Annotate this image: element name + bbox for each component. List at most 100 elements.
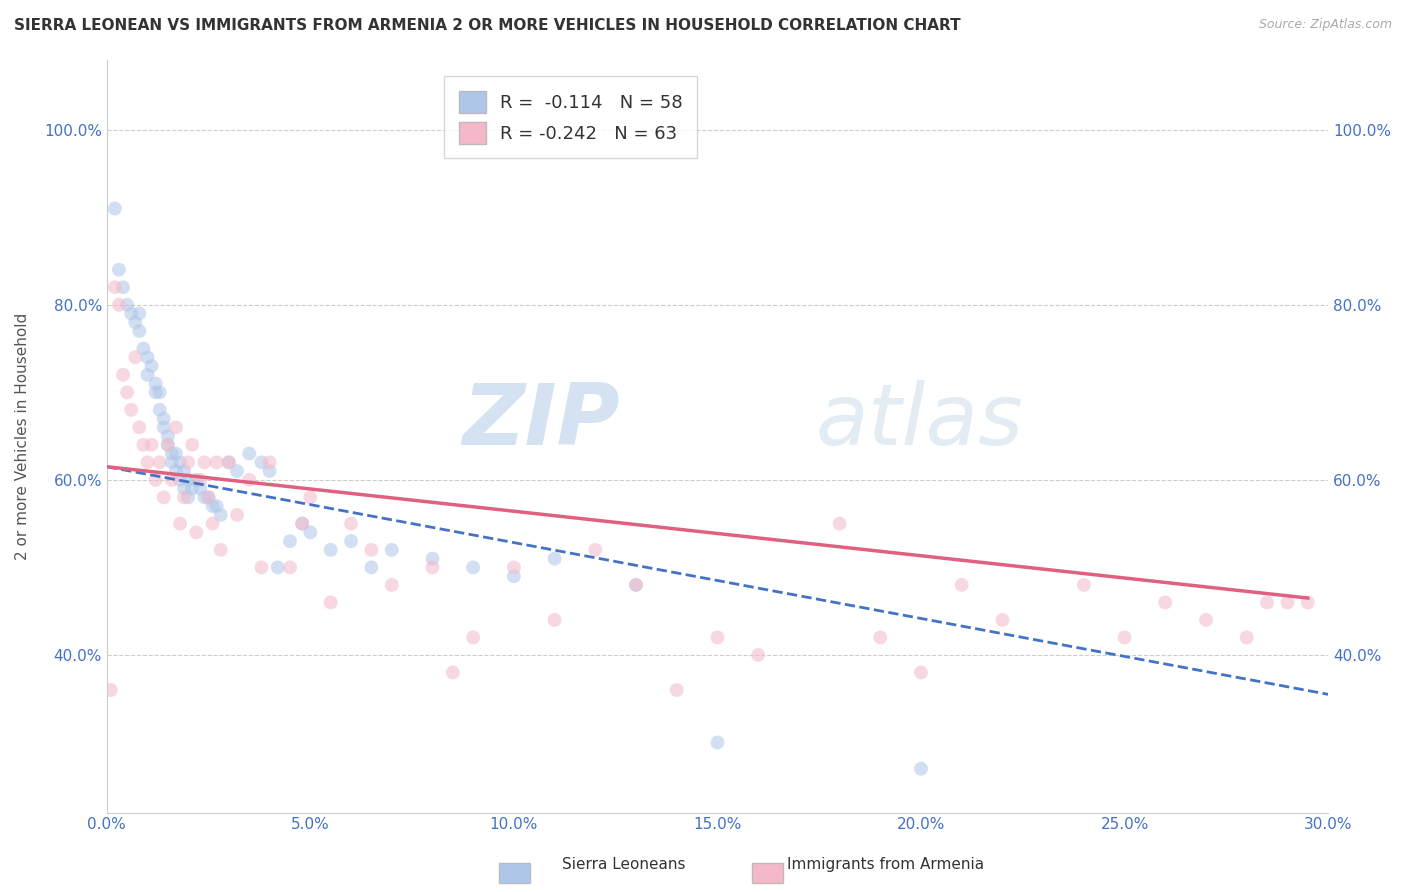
Point: [463, 560, 485, 574]
Point: [1114, 631, 1136, 645]
Point: [441, 665, 464, 680]
Point: [104, 280, 127, 294]
Point: [665, 683, 688, 698]
Point: [869, 631, 891, 645]
Point: [197, 491, 219, 505]
Point: [463, 631, 485, 645]
Point: [991, 613, 1014, 627]
Point: [190, 473, 212, 487]
Point: [124, 315, 146, 329]
Point: [543, 613, 565, 627]
Point: [259, 464, 281, 478]
Text: Immigrants from Armenia: Immigrants from Armenia: [787, 857, 984, 872]
Point: [209, 542, 232, 557]
Point: [340, 516, 363, 531]
Point: [152, 491, 174, 505]
Point: [115, 298, 138, 312]
Point: [226, 508, 249, 522]
Point: [173, 482, 195, 496]
Point: [502, 569, 524, 583]
Point: [165, 446, 187, 460]
Point: [165, 464, 187, 478]
Point: [360, 560, 382, 574]
Point: [156, 438, 179, 452]
Point: [910, 762, 932, 776]
Point: [422, 551, 444, 566]
Point: [120, 306, 142, 320]
Point: [108, 262, 131, 277]
Point: [186, 525, 208, 540]
Point: [149, 402, 172, 417]
Point: [112, 280, 135, 294]
Point: [278, 560, 301, 574]
Point: [1154, 595, 1177, 609]
Legend: R =  -0.114   N = 58, R = -0.242   N = 63: R = -0.114 N = 58, R = -0.242 N = 63: [444, 76, 697, 158]
Point: [209, 508, 232, 522]
Point: [205, 499, 228, 513]
Point: [291, 516, 314, 531]
Point: [136, 368, 159, 382]
Text: Source: ZipAtlas.com: Source: ZipAtlas.com: [1258, 18, 1392, 31]
Point: [250, 455, 273, 469]
Point: [218, 455, 240, 469]
Point: [104, 202, 127, 216]
Point: [152, 420, 174, 434]
Point: [278, 534, 301, 549]
Point: [910, 665, 932, 680]
Point: [177, 491, 200, 505]
Point: [132, 438, 155, 452]
Point: [706, 631, 728, 645]
Point: [120, 402, 142, 417]
Point: [193, 455, 215, 469]
Point: [1236, 631, 1258, 645]
Point: [112, 368, 135, 382]
Point: [156, 438, 179, 452]
Point: [128, 420, 150, 434]
Point: [177, 455, 200, 469]
Point: [186, 473, 208, 487]
Point: [250, 560, 273, 574]
Point: [340, 534, 363, 549]
Point: [160, 473, 183, 487]
Point: [226, 464, 249, 478]
Point: [319, 595, 342, 609]
Point: [128, 324, 150, 338]
Point: [149, 385, 172, 400]
Point: [1195, 613, 1218, 627]
Point: [156, 429, 179, 443]
Point: [422, 560, 444, 574]
Point: [543, 551, 565, 566]
Point: [108, 298, 131, 312]
Point: [145, 385, 167, 400]
Point: [132, 342, 155, 356]
Point: [136, 455, 159, 469]
Point: [173, 464, 195, 478]
Point: [141, 438, 163, 452]
Point: [828, 516, 851, 531]
Point: [169, 473, 191, 487]
Point: [706, 735, 728, 749]
Text: atlas: atlas: [815, 379, 1024, 463]
Point: [238, 473, 260, 487]
Point: [259, 455, 281, 469]
Point: [1073, 578, 1095, 592]
Point: [624, 578, 647, 592]
Point: [502, 560, 524, 574]
Point: [169, 455, 191, 469]
Point: [267, 560, 290, 574]
Point: [141, 359, 163, 373]
Point: [747, 648, 769, 662]
Point: [173, 491, 195, 505]
Point: [319, 542, 342, 557]
Point: [1277, 595, 1299, 609]
Point: [205, 455, 228, 469]
Point: [583, 542, 606, 557]
Text: ZIP: ZIP: [463, 379, 620, 463]
Point: [145, 473, 167, 487]
Y-axis label: 2 or more Vehicles in Household: 2 or more Vehicles in Household: [15, 312, 30, 559]
Point: [145, 376, 167, 391]
Point: [299, 491, 322, 505]
Point: [218, 455, 240, 469]
Point: [291, 516, 314, 531]
Point: [201, 516, 224, 531]
